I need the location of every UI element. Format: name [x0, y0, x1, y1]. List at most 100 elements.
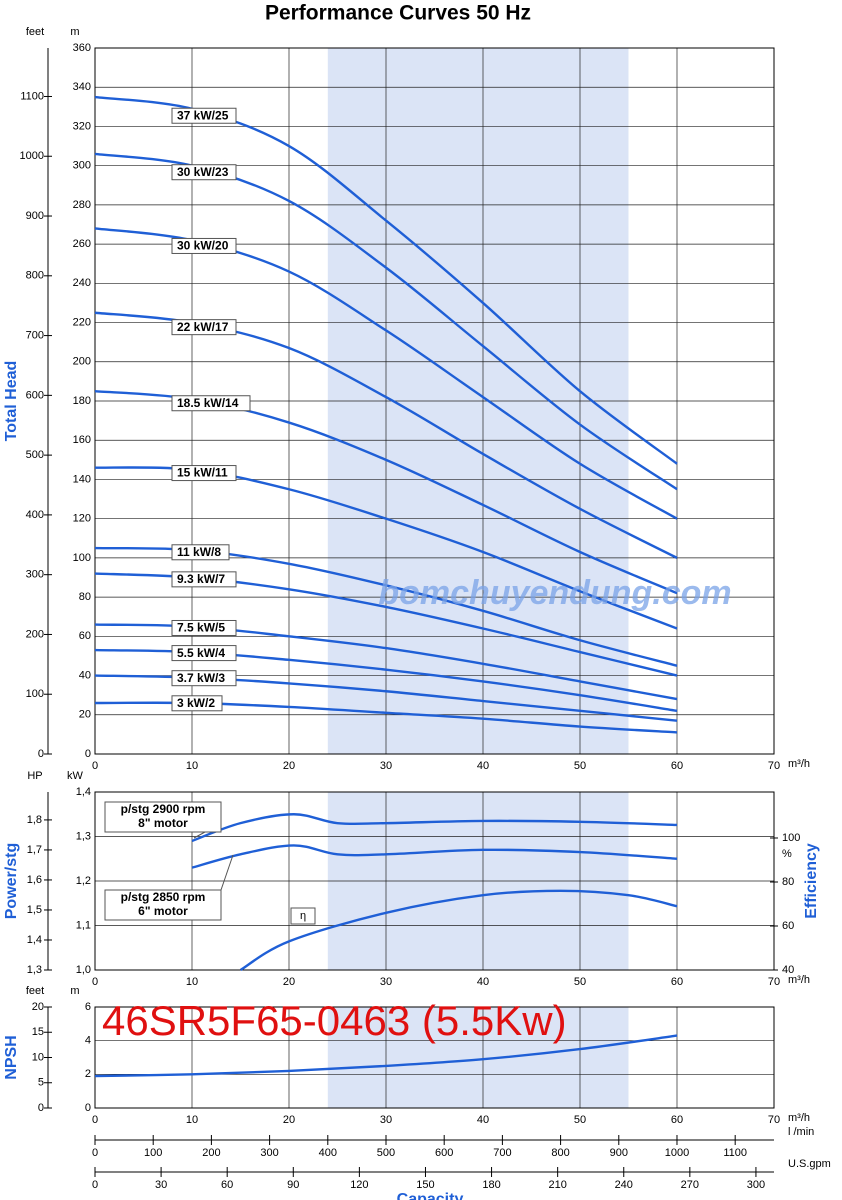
x-unit: m³/h: [788, 974, 810, 986]
y2-tick-label: 20: [32, 1001, 44, 1013]
y-tick-label: 60: [79, 630, 91, 642]
x-tick-label: 60: [671, 1114, 683, 1126]
y-axis-title: Total Head: [3, 361, 20, 442]
y2-tick-label: 0: [38, 1102, 44, 1114]
legend-label: p/stg 2900 rpm: [121, 802, 206, 816]
y3-tick-label: 1,5: [27, 904, 42, 916]
y2-tick-label: 60: [782, 920, 794, 932]
axis-unit: U.S.gpm: [788, 1158, 831, 1170]
y-tick-label: 140: [73, 473, 91, 485]
y-unit: m: [70, 26, 79, 38]
x-tick-label: 60: [671, 976, 683, 988]
data-line: [239, 889, 678, 972]
y-tick-label: 40: [79, 669, 91, 681]
y2-tick-label: 400: [26, 509, 44, 521]
y2-tick-label: 200: [26, 628, 44, 640]
y-tick-label: 340: [73, 81, 91, 93]
x-tick-label: 0: [92, 760, 98, 772]
x-tick-label: 20: [283, 760, 295, 772]
legend-box: [171, 164, 237, 181]
legend-label: p/stg 2850 rpm: [121, 890, 206, 904]
y-tick-label: 2: [85, 1068, 91, 1080]
x-tick-label: 20: [283, 1114, 295, 1126]
x-tick-label: 40: [477, 1114, 489, 1126]
y-tick-label: 180: [73, 395, 91, 407]
y-tick-label: 220: [73, 316, 91, 328]
x-tick-label: 200: [202, 1147, 220, 1159]
y2-tick-label: 0: [38, 748, 44, 760]
y2-unit: feet: [26, 985, 44, 997]
x-tick-label: 150: [416, 1179, 434, 1191]
y-tick-label: 160: [73, 434, 91, 446]
x-tick-label: 300: [747, 1179, 765, 1191]
legend-leader: [193, 831, 206, 839]
highlight-band: [327, 1007, 629, 1108]
legend-label: 9.3 kW/7: [177, 572, 225, 586]
x-tick-label: 270: [681, 1179, 699, 1191]
y-tick-label: 20: [79, 709, 91, 721]
x-tick-label: 1100: [723, 1147, 747, 1159]
legend-label: 22 kW/17: [177, 320, 229, 334]
x-unit: m³/h: [788, 758, 810, 770]
legend-box: [104, 801, 222, 833]
legend-label: 7.5 kW/5: [177, 621, 225, 635]
x-tick-label: 400: [319, 1147, 337, 1159]
x-tick-label: 90: [287, 1179, 299, 1191]
x-tick-label: 10: [186, 976, 198, 988]
x-tick-label: 700: [493, 1147, 511, 1159]
legend-box: [171, 571, 237, 588]
y-tick-label: 4: [85, 1035, 91, 1047]
legend-label: 3 kW/2: [177, 696, 215, 710]
x-tick-label: 100: [144, 1147, 162, 1159]
y-tick-label: 360: [73, 42, 91, 54]
y-tick-label: 200: [73, 356, 91, 368]
legend-label: 5.5 kW/4: [177, 646, 225, 660]
y3-tick-label: 1,7: [27, 844, 42, 856]
x-tick-label: 10: [186, 760, 198, 772]
legend-box: [171, 237, 237, 254]
y2-tick-label: 300: [26, 569, 44, 581]
x-tick-label: 30: [380, 760, 392, 772]
y-tick-label: 100: [73, 552, 91, 564]
x-unit: m³/h: [788, 1112, 810, 1124]
y-axis-title: Power/stg: [3, 843, 20, 919]
data-line: [94, 1034, 678, 1078]
legend-label: 15 kW/11: [177, 466, 228, 480]
y-tick-label: 1,0: [76, 964, 91, 976]
plot-frame: [94, 791, 775, 971]
legend-label: 6" motor: [138, 904, 188, 918]
y-tick-label: 1,1: [76, 919, 91, 931]
x-tick-label: 50: [574, 976, 586, 988]
plot-frame: [94, 47, 775, 755]
x-tick-label: 50: [574, 760, 586, 772]
x-axis-title: Capacity: [397, 1191, 464, 1200]
y3-tick-label: 1,6: [27, 874, 42, 886]
x-tick-label: 70: [768, 1114, 780, 1126]
y2-tick-label: 900: [26, 210, 44, 222]
x-tick-label: 60: [221, 1179, 233, 1191]
legend-box: [171, 670, 237, 687]
legend-box: [171, 645, 237, 662]
x-tick-label: 0: [92, 976, 98, 988]
legend-box: [171, 319, 237, 336]
axis-unit: l /min: [788, 1126, 814, 1138]
y2-tick-label: 80: [782, 876, 794, 888]
x-tick-label: 70: [768, 760, 780, 772]
legend-label: 30 kW/20: [177, 239, 229, 253]
legend-box: [171, 465, 237, 482]
chart-title: Performance Curves 50 Hz: [265, 2, 531, 25]
y2-axis-title: Efficiency: [803, 843, 820, 919]
y3-tick-label: 1,8: [27, 814, 42, 826]
legend-box: [171, 544, 230, 561]
x-tick-label: 30: [380, 976, 392, 988]
y2-tick-label: 15: [32, 1026, 44, 1038]
x-tick-label: 20: [283, 976, 295, 988]
y-tick-label: 300: [73, 160, 91, 172]
y3-unit: HP: [27, 770, 42, 782]
y-tick-label: 120: [73, 513, 91, 525]
y-tick-label: 80: [79, 591, 91, 603]
legend-label: 37 kW/25: [177, 108, 229, 122]
y2-tick-label: 1100: [20, 90, 44, 102]
y2-tick-label: 500: [26, 449, 44, 461]
